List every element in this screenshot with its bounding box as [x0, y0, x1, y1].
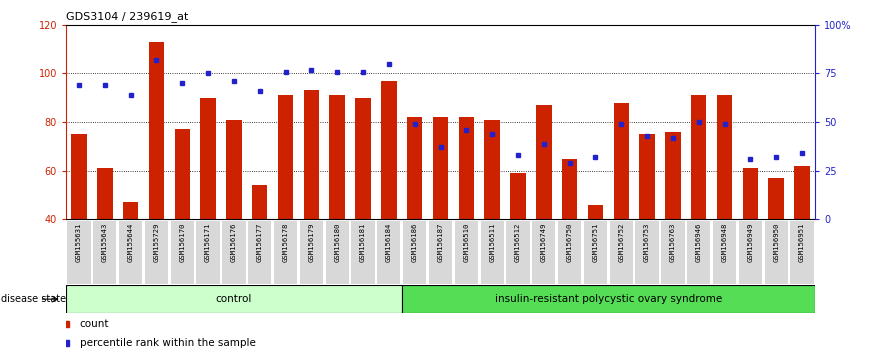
Text: GSM155631: GSM155631 — [76, 223, 82, 262]
FancyBboxPatch shape — [713, 221, 737, 284]
FancyBboxPatch shape — [352, 221, 374, 284]
Bar — [355, 98, 371, 219]
FancyBboxPatch shape — [584, 221, 607, 284]
Text: disease state: disease state — [1, 294, 66, 304]
FancyBboxPatch shape — [790, 221, 814, 284]
Text: GSM155643: GSM155643 — [102, 223, 107, 262]
Text: GDS3104 / 239619_at: GDS3104 / 239619_at — [66, 11, 189, 22]
Bar — [200, 98, 216, 219]
FancyBboxPatch shape — [326, 221, 349, 284]
Text: GSM156178: GSM156178 — [283, 223, 289, 262]
FancyBboxPatch shape — [429, 221, 452, 284]
FancyBboxPatch shape — [67, 221, 91, 284]
Bar — [459, 117, 474, 219]
Text: GSM156753: GSM156753 — [644, 223, 650, 262]
Bar — [278, 95, 293, 219]
Bar — [485, 120, 500, 219]
Text: GSM156170: GSM156170 — [179, 223, 185, 262]
FancyBboxPatch shape — [765, 221, 788, 284]
Text: GSM156511: GSM156511 — [489, 223, 495, 262]
FancyBboxPatch shape — [248, 221, 271, 284]
FancyBboxPatch shape — [377, 221, 401, 284]
FancyBboxPatch shape — [119, 221, 142, 284]
Bar — [717, 95, 732, 219]
FancyBboxPatch shape — [66, 285, 402, 313]
Text: GSM156187: GSM156187 — [438, 223, 443, 262]
FancyBboxPatch shape — [558, 221, 581, 284]
Text: GSM156949: GSM156949 — [747, 223, 753, 262]
Bar — [665, 132, 681, 219]
FancyBboxPatch shape — [171, 221, 194, 284]
Text: GSM155729: GSM155729 — [153, 223, 159, 262]
Text: GSM156171: GSM156171 — [205, 223, 211, 262]
FancyBboxPatch shape — [403, 221, 426, 284]
Bar — [588, 205, 603, 219]
Text: GSM156181: GSM156181 — [360, 223, 366, 262]
Text: GSM156177: GSM156177 — [256, 223, 263, 262]
Text: GSM156749: GSM156749 — [541, 223, 547, 262]
Bar — [174, 130, 190, 219]
Text: GSM156948: GSM156948 — [722, 223, 728, 262]
Bar — [562, 159, 577, 219]
Bar — [122, 202, 138, 219]
Text: GSM156512: GSM156512 — [515, 223, 521, 262]
FancyBboxPatch shape — [402, 285, 815, 313]
FancyBboxPatch shape — [532, 221, 555, 284]
Text: GSM156179: GSM156179 — [308, 223, 315, 262]
Text: count: count — [79, 319, 109, 329]
Bar — [768, 178, 784, 219]
Bar — [329, 95, 345, 219]
FancyBboxPatch shape — [222, 221, 246, 284]
Bar — [743, 169, 759, 219]
Bar — [71, 134, 86, 219]
FancyBboxPatch shape — [687, 221, 710, 284]
FancyBboxPatch shape — [610, 221, 633, 284]
Text: GSM156750: GSM156750 — [566, 223, 573, 262]
Text: insulin-resistant polycystic ovary syndrome: insulin-resistant polycystic ovary syndr… — [495, 294, 722, 304]
Bar — [97, 169, 113, 219]
FancyBboxPatch shape — [739, 221, 762, 284]
FancyBboxPatch shape — [300, 221, 323, 284]
Bar — [381, 81, 396, 219]
Text: GSM156751: GSM156751 — [592, 223, 598, 262]
Text: GSM156951: GSM156951 — [799, 223, 805, 262]
Bar — [149, 42, 164, 219]
FancyBboxPatch shape — [507, 221, 529, 284]
FancyBboxPatch shape — [455, 221, 478, 284]
FancyBboxPatch shape — [196, 221, 219, 284]
Text: GSM156176: GSM156176 — [231, 223, 237, 262]
Bar — [407, 117, 422, 219]
Text: GSM156180: GSM156180 — [334, 223, 340, 262]
FancyBboxPatch shape — [274, 221, 297, 284]
Bar — [510, 173, 526, 219]
Bar — [304, 91, 319, 219]
Text: GSM156950: GSM156950 — [774, 223, 779, 262]
FancyBboxPatch shape — [662, 221, 685, 284]
Text: GSM155644: GSM155644 — [128, 223, 134, 262]
Bar — [536, 105, 552, 219]
Text: GSM156510: GSM156510 — [463, 223, 470, 262]
Bar — [691, 95, 707, 219]
Bar — [226, 120, 241, 219]
Text: GSM156186: GSM156186 — [411, 223, 418, 262]
Bar — [640, 134, 655, 219]
Bar — [613, 103, 629, 219]
Bar — [433, 117, 448, 219]
Text: GSM156752: GSM156752 — [618, 223, 625, 262]
Text: percentile rank within the sample: percentile rank within the sample — [79, 338, 255, 348]
FancyBboxPatch shape — [144, 221, 168, 284]
FancyBboxPatch shape — [480, 221, 504, 284]
Text: GSM156184: GSM156184 — [386, 223, 392, 262]
Text: control: control — [216, 294, 252, 304]
Bar — [252, 185, 268, 219]
FancyBboxPatch shape — [93, 221, 116, 284]
FancyBboxPatch shape — [635, 221, 659, 284]
Text: GSM156946: GSM156946 — [696, 223, 702, 262]
Text: GSM156763: GSM156763 — [670, 223, 676, 262]
Bar — [795, 166, 810, 219]
